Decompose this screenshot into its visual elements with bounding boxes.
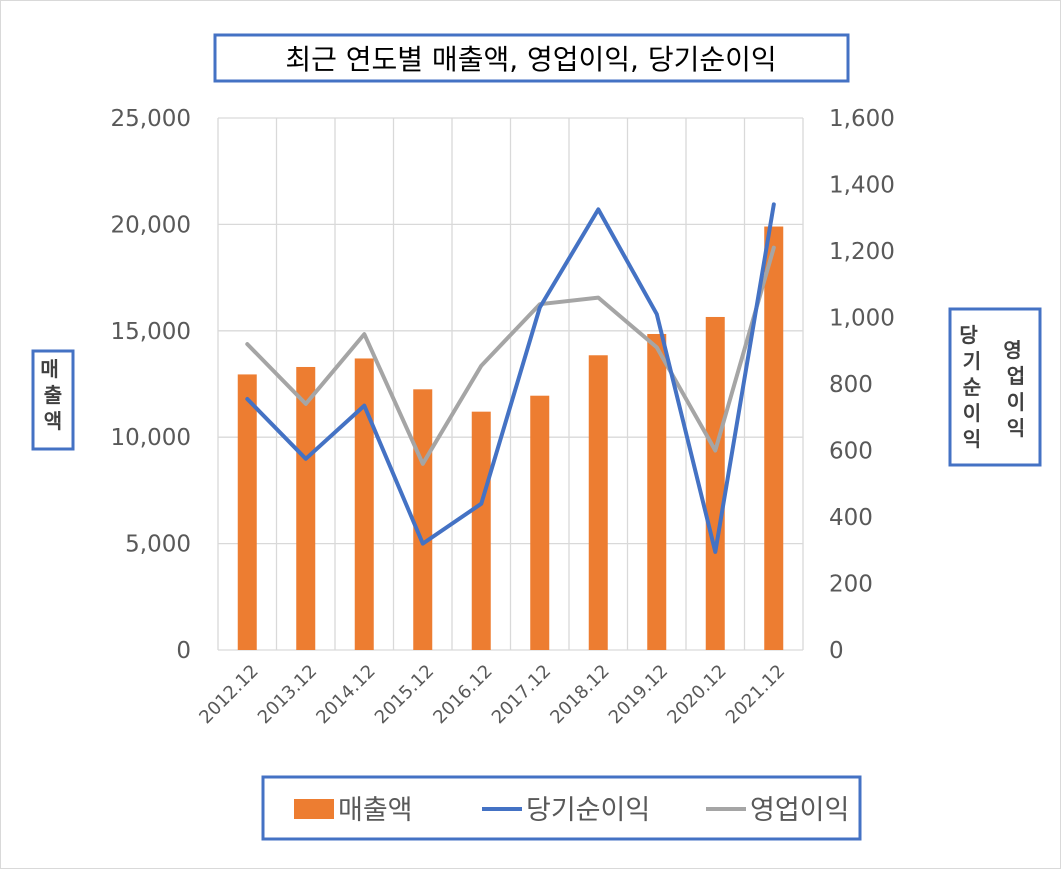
right-tick-label: 1,200 [829, 239, 895, 265]
left-tick-label: 5,000 [125, 532, 191, 558]
right-tick-label: 200 [829, 572, 873, 598]
left-tick-label: 0 [176, 638, 191, 664]
x-tick-label: 2021.12 [722, 661, 789, 728]
right-tick-label: 1,000 [829, 306, 895, 332]
x-tick-label: 2014.12 [312, 661, 379, 728]
right-tick-label: 800 [829, 372, 873, 398]
legend-label: 매출액 [338, 795, 413, 826]
left-tick-label: 20,000 [111, 212, 191, 238]
legend-item-operating-income: 영업이익 [706, 795, 849, 826]
right-tick-label: 1,600 [829, 106, 895, 132]
chart-title: 최근 연도별 매출액, 영업이익, 당기순이익 [285, 43, 776, 76]
bar-revenue-2016.12 [471, 411, 491, 650]
line-net-income [245, 202, 776, 554]
right-axis-ticks: 0 200 400 600 800 1,000 1,200 1,400 1,600 [829, 106, 895, 664]
x-tick-label: 2017.12 [488, 661, 555, 728]
bar-revenue-2012.12 [237, 374, 257, 650]
right-tick-label: 400 [829, 505, 873, 531]
legend-swatch [294, 799, 334, 819]
left-tick-label: 15,000 [111, 319, 191, 345]
title-box [213, 33, 850, 83]
bar-revenue-2017.12 [530, 395, 550, 650]
bar-revenue-2020.12 [705, 316, 725, 650]
x-tick-label: 2018.12 [546, 661, 613, 728]
left-axis-ticks: 0 5,000 10,000 15,000 20,000 25,000 [111, 106, 191, 664]
bar-revenue-2018.12 [588, 355, 608, 650]
line-operating-income [245, 245, 776, 466]
x-tick-label: 2020.12 [663, 661, 730, 728]
x-tick-label: 2019.12 [605, 661, 672, 728]
left-tick-label: 25,000 [111, 106, 191, 132]
legend-item-revenue: 매출액 [294, 795, 413, 826]
x-axis-ticks: 2012.122013.122014.122015.122016.122017.… [195, 661, 789, 728]
bar-revenue-2013.12 [296, 366, 316, 650]
x-tick-label: 2015.12 [371, 661, 438, 728]
bar-revenue-2015.12 [413, 389, 433, 650]
x-tick-label: 2012.12 [195, 661, 262, 728]
x-tick-label: 2016.12 [429, 661, 496, 728]
right-tick-label: 600 [829, 439, 873, 465]
legend-label: 영업이익 [750, 795, 849, 826]
legend-item-net-income: 당기순이익 [482, 795, 650, 826]
gridlines [217, 117, 804, 651]
profit-lines [245, 202, 776, 554]
left-tick-label: 10,000 [111, 425, 191, 451]
legend: 매출액 당기순이익 영업이익 [294, 795, 849, 826]
legend-label: 당기순이익 [526, 795, 650, 826]
left-axis-label-box [31, 349, 75, 451]
bar-revenue-2014.12 [354, 358, 374, 650]
x-tick-label: 2013.12 [254, 661, 321, 728]
right-tick-label: 0 [829, 638, 844, 664]
right-tick-label: 1,400 [829, 173, 895, 199]
right-axis-label-box [948, 307, 1042, 467]
legend-box [261, 775, 862, 841]
bar-revenue-2021.12 [764, 226, 784, 650]
bar-revenue-2019.12 [647, 333, 667, 650]
